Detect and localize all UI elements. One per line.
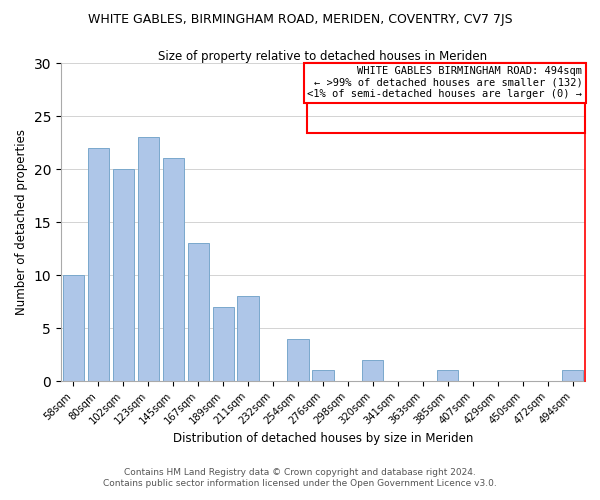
Bar [287, 338, 308, 381]
Text: WHITE GABLES, BIRMINGHAM ROAD, MERIDEN, COVENTRY, CV7 7JS: WHITE GABLES, BIRMINGHAM ROAD, MERIDEN, … [88, 12, 512, 26]
Bar [238, 296, 259, 381]
Title: Size of property relative to detached houses in Meriden: Size of property relative to detached ho… [158, 50, 488, 63]
Bar [212, 307, 234, 381]
X-axis label: Distribution of detached houses by size in Meriden: Distribution of detached houses by size … [173, 432, 473, 445]
Bar [163, 158, 184, 381]
Bar [113, 169, 134, 381]
Text: Contains HM Land Registry data © Crown copyright and database right 2024.
Contai: Contains HM Land Registry data © Crown c… [103, 468, 497, 487]
Y-axis label: Number of detached properties: Number of detached properties [15, 129, 28, 315]
Bar [188, 244, 209, 381]
Bar [137, 137, 159, 381]
Bar [362, 360, 383, 381]
Bar [63, 275, 84, 381]
Bar [313, 370, 334, 381]
Text: WHITE GABLES BIRMINGHAM ROAD: 494sqm
← >99% of detached houses are smaller (132): WHITE GABLES BIRMINGHAM ROAD: 494sqm ← >… [307, 66, 583, 100]
Bar [562, 370, 583, 381]
Bar [88, 148, 109, 381]
Bar [437, 370, 458, 381]
